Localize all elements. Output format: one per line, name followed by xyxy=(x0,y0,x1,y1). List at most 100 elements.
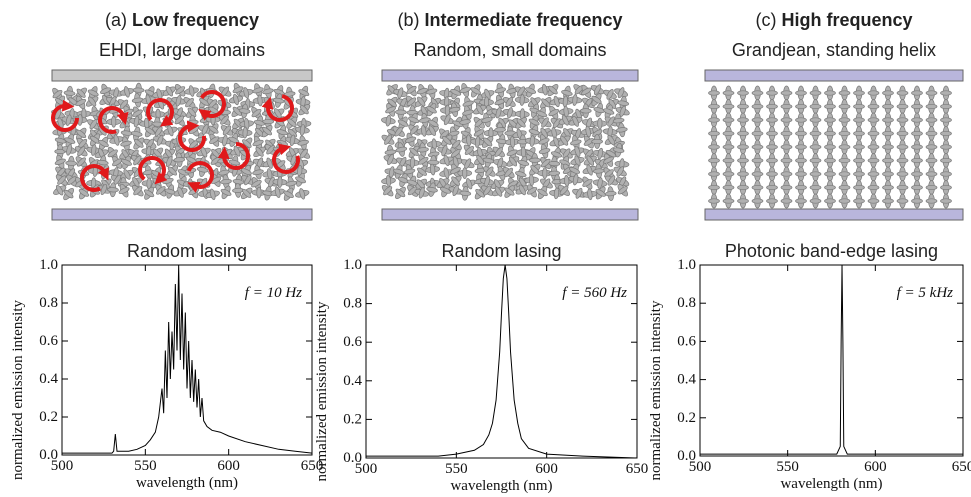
molecule-body xyxy=(77,146,86,157)
molecule-body xyxy=(409,156,416,169)
molecule xyxy=(526,184,538,198)
molecule xyxy=(882,166,894,182)
molecule-body xyxy=(940,198,952,204)
molecule xyxy=(171,95,186,107)
molecule-body xyxy=(406,85,417,94)
molecule xyxy=(867,126,880,141)
molecule xyxy=(911,153,923,168)
molecule xyxy=(896,85,909,101)
molecule-body xyxy=(167,166,177,176)
molecule xyxy=(252,83,264,98)
molecule-body xyxy=(516,118,526,128)
molecule-body xyxy=(244,174,252,186)
molecule-body xyxy=(595,189,606,197)
molecule-body xyxy=(421,125,427,137)
molecule xyxy=(911,126,923,141)
molecule xyxy=(418,154,429,168)
molecule-body xyxy=(708,171,720,177)
molecule-body xyxy=(867,157,880,164)
molecule-body xyxy=(298,89,310,97)
molecule xyxy=(239,117,254,130)
molecule xyxy=(285,176,297,191)
molecule xyxy=(196,162,209,177)
molecule xyxy=(708,126,720,141)
molecule-body xyxy=(285,180,297,187)
molecule-body xyxy=(283,190,294,198)
molecule-body xyxy=(582,179,593,187)
molecule-body xyxy=(548,109,560,117)
molecule xyxy=(737,153,749,168)
molecule-body xyxy=(462,100,474,107)
molecule xyxy=(546,127,562,139)
molecule xyxy=(795,99,807,114)
molecule-body xyxy=(407,186,418,196)
molecule-body xyxy=(925,130,938,137)
molecule-body xyxy=(133,155,142,166)
molecule xyxy=(911,139,923,155)
molecule xyxy=(722,193,735,209)
molecule xyxy=(473,126,485,140)
molecule xyxy=(210,154,221,168)
molecule-body xyxy=(232,106,242,116)
molecule xyxy=(480,88,495,100)
molecule xyxy=(896,139,909,155)
molecule-body xyxy=(383,186,393,196)
molecule xyxy=(780,180,793,195)
molecule-body xyxy=(722,130,735,137)
molecule-body xyxy=(156,134,164,146)
molecule-body xyxy=(737,171,749,177)
plate xyxy=(381,69,639,82)
molecule-body xyxy=(896,171,909,177)
molecule-body xyxy=(911,184,923,191)
molecule-body xyxy=(911,144,923,150)
molecule xyxy=(722,85,735,101)
molecule xyxy=(502,96,516,108)
molecule-body xyxy=(853,90,865,96)
molecule-body xyxy=(443,167,450,179)
molecule-body xyxy=(882,184,894,191)
molecule-body xyxy=(143,189,155,198)
molecule xyxy=(404,132,417,147)
molecule xyxy=(151,147,164,159)
molecule-body xyxy=(450,167,461,174)
x-tick-label: 600 xyxy=(864,459,887,475)
molecule-body xyxy=(853,103,865,110)
molecule-body xyxy=(795,184,807,191)
molecule xyxy=(494,83,507,98)
molecule-body xyxy=(911,198,923,204)
molecule-body xyxy=(940,184,952,191)
molecule-body xyxy=(64,137,76,144)
y-axis-label: normalized emission intensity xyxy=(314,301,330,481)
molecule xyxy=(414,187,429,199)
molecule-body xyxy=(867,171,880,177)
molecule-body xyxy=(911,157,923,164)
molecule-body xyxy=(517,86,526,97)
molecule-body xyxy=(470,87,481,95)
molecule-body xyxy=(63,189,74,199)
molecule-body xyxy=(795,117,807,123)
molecule xyxy=(708,112,720,128)
molecule-body xyxy=(67,176,77,185)
molecule xyxy=(295,188,310,200)
molecule xyxy=(867,180,880,195)
molecule-body xyxy=(572,94,578,106)
molecule-body xyxy=(585,125,591,138)
molecule xyxy=(853,180,865,195)
molecule xyxy=(838,139,851,155)
molecule xyxy=(780,85,793,101)
molecule xyxy=(896,166,909,182)
molecule-body xyxy=(795,130,807,137)
molecule-body xyxy=(896,144,909,150)
molecule xyxy=(295,172,306,187)
molecule xyxy=(925,153,938,168)
molecule-body xyxy=(476,155,485,165)
molecule-body xyxy=(751,171,764,177)
molecule-body xyxy=(882,103,894,110)
y-tick-label: 0.6 xyxy=(39,333,58,349)
y-tick-label: 0.0 xyxy=(677,448,696,464)
molecule-body xyxy=(838,117,851,123)
molecule xyxy=(604,186,617,201)
panel-title: Low frequency xyxy=(132,10,259,30)
rotation-arrow xyxy=(178,120,206,152)
molecule-body xyxy=(395,146,408,153)
